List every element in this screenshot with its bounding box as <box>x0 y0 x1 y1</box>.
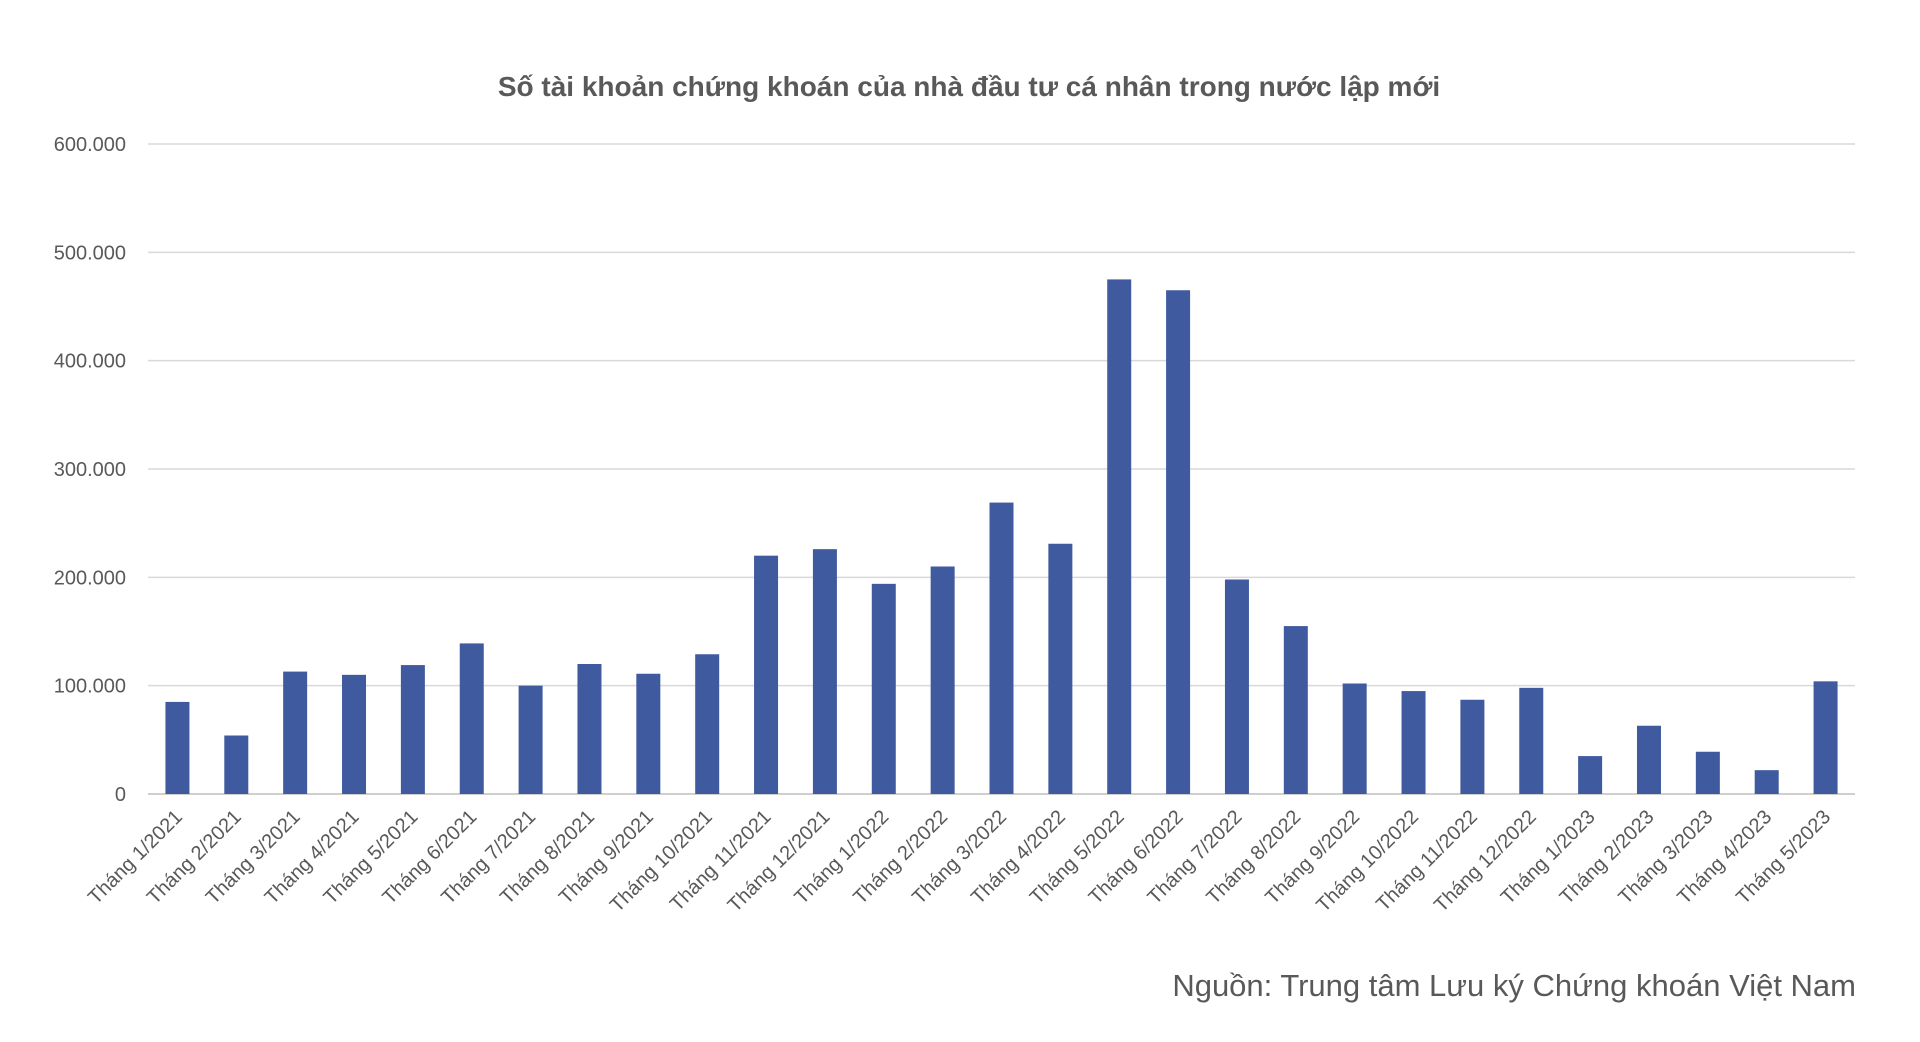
bar <box>1048 543 1073 794</box>
bar <box>636 673 661 794</box>
bar <box>1166 290 1191 794</box>
bar <box>1224 579 1249 794</box>
bar <box>1754 770 1779 794</box>
x-tick-label: Tháng 11/2021 <box>666 806 776 916</box>
bar <box>165 701 190 794</box>
bar <box>283 671 308 794</box>
y-tick-label: 300.000 <box>54 459 126 481</box>
bar <box>1695 751 1720 794</box>
bar <box>1342 683 1367 794</box>
x-tick-label: Tháng 12/2022 <box>1430 806 1541 917</box>
y-tick-label: 200.000 <box>54 567 126 589</box>
y-tick-label: 600.000 <box>54 134 126 156</box>
bar <box>1107 279 1132 795</box>
bar <box>754 555 779 794</box>
bar <box>224 735 249 794</box>
bar <box>577 664 602 794</box>
bar <box>812 549 837 794</box>
bar <box>342 674 367 794</box>
x-tick-label: Tháng 10/2022 <box>1312 806 1423 917</box>
y-tick-label: 500.000 <box>54 242 126 264</box>
y-tick-label: 100.000 <box>54 676 126 698</box>
bar <box>871 583 896 794</box>
bar <box>1636 725 1661 794</box>
y-axis-ticks: 0 100.000 200.000 300.000 400.000 500.000 600.… <box>54 134 126 806</box>
source-note: Nguồn: Trung tâm Lưu ký Chứng khoán Việt… <box>1172 968 1856 1003</box>
bar <box>1519 687 1544 794</box>
y-tick-label: 400.000 <box>54 351 126 373</box>
chart-title: Số tài khoản chứng khoán của nhà đầu tư … <box>498 71 1440 102</box>
y-tick-label: 0 <box>115 784 126 806</box>
bar <box>989 502 1014 794</box>
bar <box>518 685 543 794</box>
bar <box>1578 756 1603 794</box>
bars <box>165 279 1838 795</box>
bar <box>1283 626 1308 794</box>
bar <box>695 654 720 794</box>
bar <box>1401 691 1426 794</box>
x-tick-label: Tháng 12/2021 <box>724 806 835 917</box>
bar <box>930 566 955 794</box>
x-tick-label: Tháng 10/2021 <box>606 806 717 917</box>
bar <box>459 643 484 794</box>
bar <box>1813 681 1838 794</box>
bar <box>400 665 425 794</box>
bar <box>1460 699 1485 794</box>
x-tick-label: Tháng 11/2022 <box>1372 806 1482 916</box>
